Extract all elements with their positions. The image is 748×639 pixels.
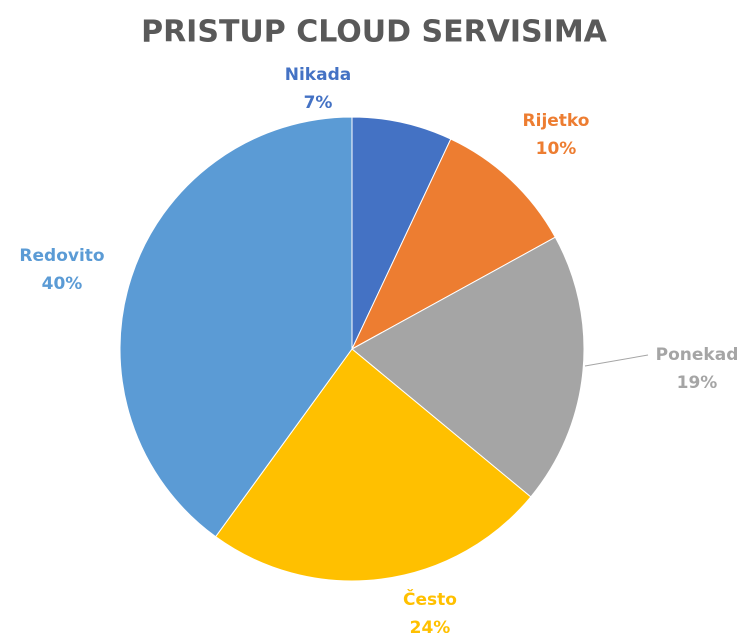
slice-label: Redovito <box>19 246 104 266</box>
slice-value: 40% <box>42 274 83 294</box>
slice-value: 7% <box>304 93 333 113</box>
slice-label: Često <box>403 588 457 610</box>
pie-slice <box>351 236 585 498</box>
slice-label: Rijetko <box>523 111 590 131</box>
slice-value: 19% <box>677 373 718 393</box>
chart-title: PRISTUP CLOUD SERVISIMA <box>141 15 608 50</box>
slice-label: Nikada <box>285 65 351 85</box>
pie-slice <box>351 116 452 350</box>
pie-slice <box>119 116 353 538</box>
pie-slice <box>214 348 532 582</box>
leader-line <box>584 354 649 367</box>
slice-label: Ponekad <box>656 345 739 365</box>
slice-value: 24% <box>410 618 451 638</box>
pie-slice <box>350 138 556 351</box>
slice-value: 10% <box>536 139 577 159</box>
